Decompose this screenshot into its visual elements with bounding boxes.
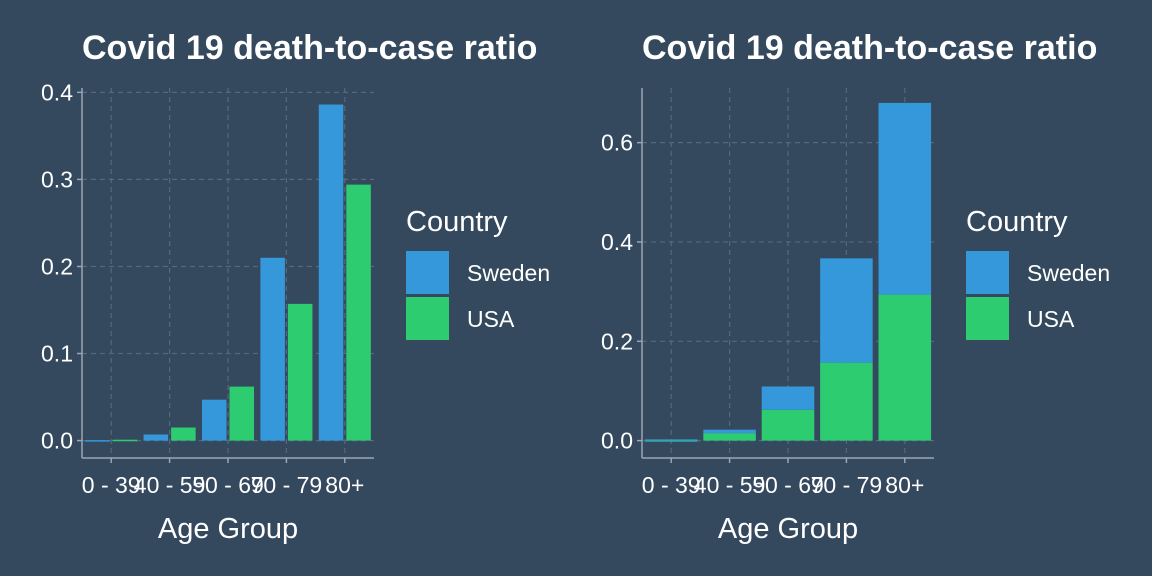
legend-key-sweden (406, 251, 449, 294)
bar-usa (171, 427, 196, 441)
x-tick-label: 70 - 79 (251, 472, 323, 498)
x-axis-title: Age Group (158, 513, 298, 545)
y-tick-label: 0.3 (41, 166, 73, 192)
legend-key-usa (966, 297, 1009, 340)
x-tick-label: 80+ (325, 472, 364, 498)
legend-label: Sweden (1027, 260, 1110, 286)
bar-sweden (318, 104, 344, 441)
bar-sweden (761, 386, 815, 410)
bar-usa (703, 433, 756, 441)
y-tick-label: 0.4 (601, 229, 633, 255)
chart-panel-right: Covid 19 death-to-case ratio 0.0 0.2 0.4 0.6… (601, 29, 1110, 545)
bar-sweden (703, 429, 756, 434)
y-tick-label: 0.2 (601, 328, 633, 354)
y-tick-label: 0.2 (41, 253, 73, 279)
chart-title: Covid 19 death-to-case ratio (82, 29, 537, 67)
x-axis-title: Age Group (718, 513, 858, 545)
bar-usa (346, 184, 371, 441)
x-tick-label: 40 - 59 (134, 472, 206, 498)
bar-sweden (85, 440, 110, 442)
x-tick-label: 50 - 69 (752, 472, 824, 498)
legend-title: Country (966, 206, 1068, 238)
bar-sweden (644, 439, 698, 441)
legend-key-usa (406, 297, 449, 340)
legend: Country Sweden USA (406, 206, 550, 340)
legend-label: USA (1027, 306, 1075, 332)
bar-usa (761, 409, 815, 441)
bar-usa (112, 439, 138, 442)
legend-label: USA (467, 306, 515, 332)
x-tick-label: 40 - 59 (694, 472, 766, 498)
x-tick-label: 50 - 69 (192, 472, 264, 498)
y-tick-label: 0.1 (41, 341, 73, 367)
x-tick-label: 80+ (885, 472, 924, 498)
chart-panel-left: Covid 19 death-to-case ratio 0.0 0.1 0.2 0.3… (41, 29, 550, 545)
bar-sweden (260, 257, 285, 441)
x-tick-label: 0 - 39 (82, 472, 141, 498)
bar-sweden (820, 258, 873, 363)
bar-sweden (878, 102, 932, 295)
legend-label: Sweden (467, 260, 550, 286)
bar-sweden (201, 399, 227, 441)
bar-usa (820, 362, 873, 441)
y-tick-label: 0.0 (601, 428, 633, 454)
legend-title: Country (406, 206, 508, 238)
bar-usa (287, 303, 313, 441)
y-tick-label: 0.0 (41, 428, 73, 454)
bar-sweden (143, 434, 169, 441)
x-tick-label: 70 - 79 (811, 472, 883, 498)
legend-key-sweden (966, 251, 1009, 294)
legend: Country Sweden USA (966, 206, 1110, 340)
bar-usa (878, 294, 932, 441)
y-tick-label: 0.4 (41, 79, 73, 105)
y-tick-label: 0.6 (601, 130, 633, 156)
chart-title: Covid 19 death-to-case ratio (642, 29, 1097, 67)
x-tick-label: 0 - 39 (642, 472, 701, 498)
bar-usa (229, 386, 255, 441)
